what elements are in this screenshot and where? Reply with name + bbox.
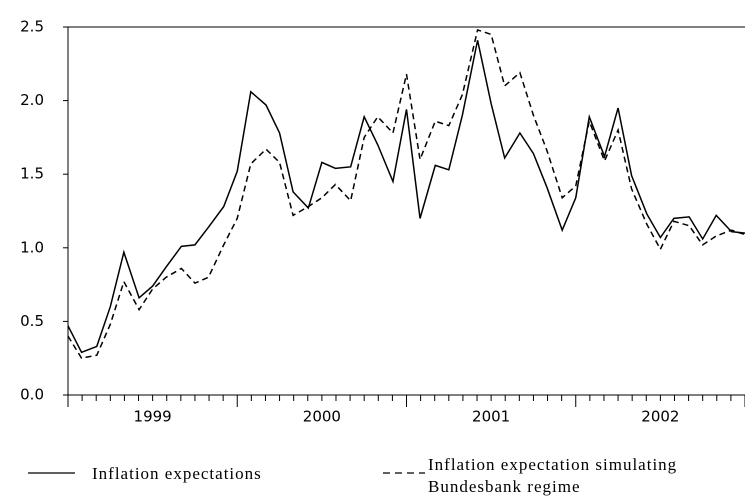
x-tick-label: 1999 xyxy=(134,408,172,426)
x-tick-label: 2001 xyxy=(472,408,510,426)
y-tick-label: 0.5 xyxy=(20,312,44,330)
x-tick-label: 2000 xyxy=(303,408,341,426)
series-line xyxy=(67,28,745,360)
y-tick-label: 0.0 xyxy=(20,386,44,404)
legend-label: Inflation expectations xyxy=(92,464,262,483)
y-tick-label: 2.5 xyxy=(20,18,44,36)
y-tick-label: 1.5 xyxy=(20,165,44,183)
y-tick-label: 2.0 xyxy=(20,91,44,109)
y-tick-label: 1.0 xyxy=(20,238,44,256)
series-line xyxy=(67,40,745,354)
x-tick-label: 2002 xyxy=(641,408,679,426)
legend-label: Inflation expectation simulating Bundesb… xyxy=(428,455,678,496)
